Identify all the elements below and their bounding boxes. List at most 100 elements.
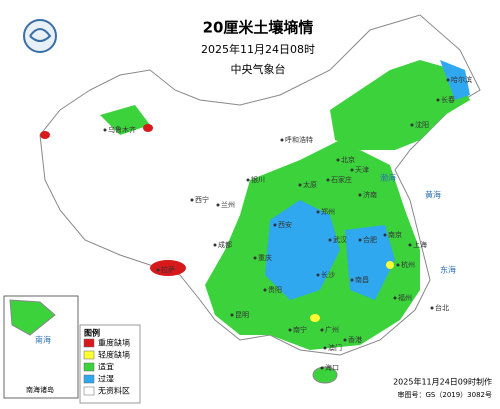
legend-label: 重度缺墒 [98,338,130,348]
sea-label: 渤海 [380,173,396,183]
city-label: 兰州 [221,200,235,209]
city-dot [103,128,107,132]
footer-approval: 审图号：GS（2019）3082号 [398,390,493,399]
city-dot [410,123,414,127]
city-dot [280,138,284,142]
inset-label: 南海诸岛 [26,385,54,394]
region-wet [440,60,470,100]
region-wet [345,225,395,300]
agency: 中央气象台 [231,62,286,76]
region-severe-drought [150,260,186,276]
city-dot [253,256,257,260]
legend-swatch [83,386,95,396]
city-dot [156,268,160,272]
city-label: 杭州 [401,260,415,269]
region-light-drought [386,261,394,269]
city-dot [336,158,340,162]
city-label: 福州 [398,293,412,302]
city-dot [320,366,324,370]
city-label: 济南 [363,190,377,199]
inset-land [9,299,56,336]
city-label: 石家庄 [331,175,352,184]
city-label: 西安 [278,220,292,229]
city-dot [326,178,330,182]
city-dot [393,296,397,300]
city-dot [408,243,412,247]
legend-swatch [83,338,95,348]
city-label: 合肥 [363,235,377,244]
legend-label: 过湿 [98,374,114,384]
city-dot [430,306,434,310]
city-label: 西宁 [195,195,209,204]
city-dot [396,263,400,267]
city-label: 重庆 [258,253,272,262]
legend-title: 图例 [84,328,100,338]
city-label: 上海 [413,240,427,249]
sea-label: 黄海 [425,190,441,200]
city-dot [190,198,194,202]
city-label: 银川 [251,175,265,184]
city-label: 广州 [325,325,339,334]
city-label: 呼和浩特 [285,135,313,144]
legend-swatch [83,374,95,384]
city-label: 天津 [355,166,369,174]
city-dot [383,233,387,237]
city-label: 北京 [341,155,355,164]
hainan [312,366,338,384]
legend-label: 无资料区 [98,386,130,396]
city-label: 拉萨 [161,265,175,274]
city-label: 南京 [388,230,402,239]
legend-label: 适宜 [98,362,114,372]
city-label: 沈阳 [415,120,429,129]
city-label: 南昌 [355,275,369,284]
city-dot [323,346,327,350]
time: 2025年11月24日08时 [201,42,315,56]
city-dot [216,203,220,207]
title: 20厘米土壤墒情 [203,19,314,37]
sea-label: 东海 [440,265,456,275]
legend-swatch [83,350,95,360]
city-dot [358,193,362,197]
city-dot [230,313,234,317]
city-label: 香港 [348,335,362,344]
region-suitable [330,60,470,150]
city-label: 海口 [325,363,339,372]
region-wet [265,200,340,300]
city-dot [273,223,277,227]
legend-label: 轻度缺墒 [98,350,130,360]
city-dot [446,78,450,82]
city-dot [298,183,302,187]
city-label: 郑州 [321,208,335,216]
logo [23,19,57,53]
region-light-drought [310,314,320,322]
logo-mark [29,28,52,42]
city-dot [288,328,292,332]
city-dot [436,98,440,102]
city-dot [320,328,324,332]
legend-swatch [83,362,95,372]
city-label: 台北 [435,303,449,312]
city-label: 贵阳 [268,285,282,294]
city-label: 南宁 [293,325,307,334]
city-dot [358,238,362,242]
city-label: 太原 [303,180,317,189]
city-label: 昆明 [235,311,249,319]
city-label: 长沙 [321,270,335,279]
region-severe-drought [40,131,50,139]
city-dot [316,273,320,277]
sea-label: 南海 [35,335,51,345]
city-dot [213,243,217,247]
city-dot [350,278,354,282]
city-dot [343,338,347,342]
region-severe-drought [143,124,153,132]
city-dot [328,238,332,242]
city-label: 武汉 [333,235,347,244]
city-label: 澳门 [328,343,342,352]
footer-made: 2025年11月24日09时制作 [393,377,492,387]
city-label: 哈尔滨 [451,75,472,84]
city-dot [316,210,320,214]
city-label: 成都 [218,240,232,249]
region-suitable [100,105,150,135]
city-dot [263,288,267,292]
